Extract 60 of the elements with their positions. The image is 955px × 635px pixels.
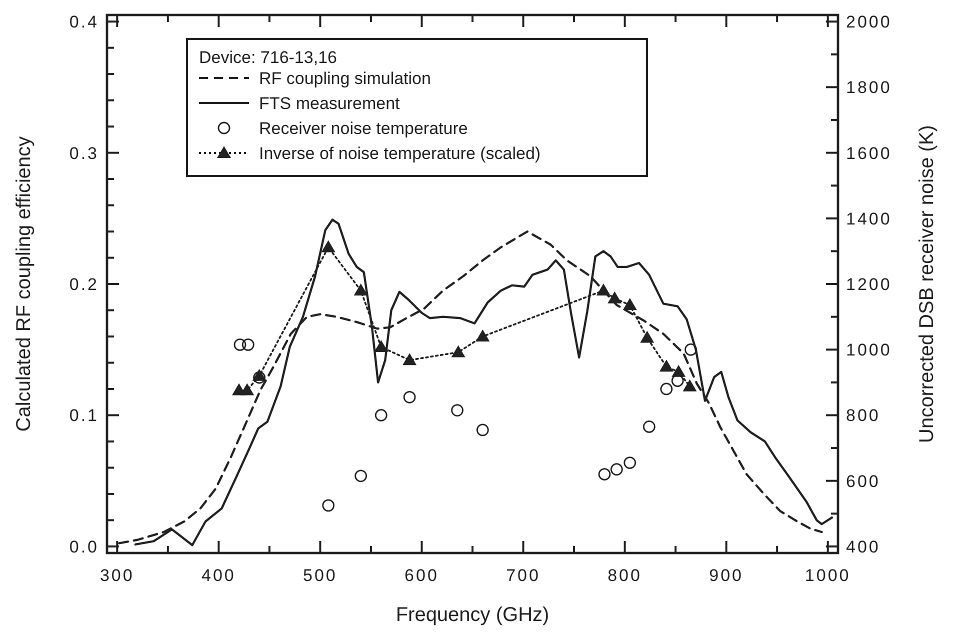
point xyxy=(234,338,246,351)
point xyxy=(476,424,489,436)
point xyxy=(610,463,623,476)
x-axis-title: Frequency (GHz) xyxy=(396,604,550,626)
x-tick-label: 300 xyxy=(100,566,134,585)
y-tick-label: 0.3 xyxy=(69,144,99,163)
x-tick-label: 800 xyxy=(608,566,642,585)
point xyxy=(403,390,416,404)
y-tick-label: 0.4 xyxy=(69,12,99,32)
legend-title: Device: 716-13,16 xyxy=(199,48,337,67)
y-tick-label: 0.2 xyxy=(69,275,99,294)
point xyxy=(598,468,611,480)
x-tick-label: 1000 xyxy=(804,566,851,585)
point xyxy=(624,456,636,469)
y2-tick-label: 1400 xyxy=(846,209,892,228)
point xyxy=(622,298,637,310)
y-axis-title: Calculated RF coupling efficiency xyxy=(13,136,35,432)
y2-tick-label: 600 xyxy=(846,472,880,491)
point xyxy=(640,330,654,343)
y2-tick-label: 1800 xyxy=(846,78,892,98)
point xyxy=(252,368,266,381)
point xyxy=(659,360,674,372)
legend-label: FTS measurement xyxy=(259,94,400,113)
x-tick-label: 500 xyxy=(303,566,338,585)
y2-tick-label: 1600 xyxy=(846,144,892,163)
point xyxy=(476,329,490,342)
legend-label: Inverse of noise temperature (scaled) xyxy=(259,144,541,163)
y2-tick-label: 400 xyxy=(846,537,880,556)
point xyxy=(402,353,417,366)
point xyxy=(451,404,464,416)
point xyxy=(354,284,368,296)
x-tick-label: 900 xyxy=(709,566,744,585)
point xyxy=(596,284,610,296)
point xyxy=(682,379,697,392)
point xyxy=(374,340,388,352)
y2-axis-title: Uncorrected DSB receiver noise (K) xyxy=(916,125,938,443)
y2-tick-label: 800 xyxy=(846,406,880,426)
y2-tick-label: 1000 xyxy=(846,340,892,360)
point xyxy=(451,345,466,358)
point xyxy=(321,240,336,252)
x-tick-label: 400 xyxy=(201,566,236,585)
point xyxy=(240,383,254,396)
point xyxy=(608,291,622,304)
y-tick-label: 0.1 xyxy=(69,406,99,426)
x-tick-label: 600 xyxy=(404,566,439,585)
x-tick-label: 700 xyxy=(506,566,540,585)
legend-label: RF coupling simulation xyxy=(259,69,431,88)
point xyxy=(253,371,266,384)
y2-tick-label: 1200 xyxy=(846,275,892,294)
point xyxy=(354,470,368,482)
y2-tick-label: 2000 xyxy=(846,12,892,32)
point xyxy=(672,364,686,377)
point xyxy=(642,420,656,433)
point xyxy=(374,409,388,422)
point xyxy=(242,338,254,351)
legend-label: Receiver noise temperature xyxy=(259,119,468,138)
point xyxy=(684,343,697,356)
point xyxy=(660,382,673,396)
y-tick-label: 0.0 xyxy=(69,537,99,556)
point xyxy=(322,499,335,512)
